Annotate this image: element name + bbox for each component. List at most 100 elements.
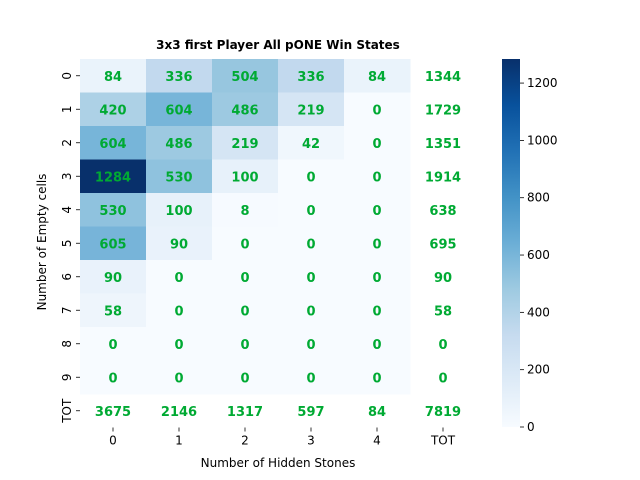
x-tick-label: 1: [175, 434, 183, 448]
y-tick-label: TOT: [60, 398, 74, 424]
colorbar: 0 200 400 600 800 1000 1200: [502, 59, 558, 434]
cell-value-label: 219: [231, 137, 258, 152]
heatmap-cell: [212, 59, 279, 93]
heatmap-cell: [80, 193, 147, 227]
y-axis-label: Number of Empty cells: [35, 174, 49, 311]
cell-value-label: 0: [306, 170, 315, 185]
y-tick-label: 7: [60, 306, 74, 314]
cell-value-label: 0: [372, 237, 381, 252]
cell-value-label: 0: [372, 204, 381, 219]
cell-value-label: 530: [165, 170, 192, 185]
cell-value-label: 90: [434, 271, 452, 286]
heatmap-cell: [278, 126, 345, 160]
x-axis: 0 1 2 3 4 TOT: [109, 427, 456, 448]
cell-value-label: 336: [297, 70, 324, 85]
x-axis-label: Number of Hidden Stones: [201, 456, 356, 470]
heatmap-cell: [146, 360, 213, 395]
heatmap-cell: [344, 159, 411, 194]
colorbar-tick-label: 0: [527, 420, 535, 434]
cell-value-label: 0: [372, 137, 381, 152]
cell-value-label: 0: [240, 237, 249, 252]
colorbar-tick-label: 600: [527, 248, 550, 262]
heatmap-cell: [344, 226, 411, 261]
heatmap-cell: [344, 92, 411, 127]
heatmap-cell: [278, 193, 345, 227]
cell-value-label: 0: [306, 338, 315, 353]
cell-value-label: 7819: [425, 405, 461, 420]
heatmap-cell: [278, 327, 345, 361]
cell-value-label: 0: [240, 304, 249, 319]
cell-value-label: 0: [306, 304, 315, 319]
cell-value-label: 0: [174, 271, 183, 286]
cell-value-label: 3675: [95, 405, 131, 420]
heatmap-cell: [80, 260, 147, 294]
heatmap-cell: [80, 92, 147, 127]
cell-value-label: 486: [231, 103, 258, 118]
heatmap-cell: [80, 293, 147, 328]
heatmap-cell: [278, 159, 345, 194]
heatmap-cell: [344, 360, 411, 395]
heatmap-cell: [212, 159, 279, 194]
x-tick-label: TOT: [430, 434, 456, 448]
cell-value-label: 0: [108, 338, 117, 353]
cell-value-label: 604: [99, 137, 126, 152]
cell-value-label: 58: [104, 304, 122, 319]
cell-value-label: 0: [372, 271, 381, 286]
heatmap-cell: [146, 260, 213, 294]
y-tick-label: 3: [60, 172, 74, 180]
heatmap-cell: [80, 327, 147, 361]
heatmap-cell: [212, 226, 279, 261]
y-tick-label: 4: [60, 206, 74, 214]
cell-value-label: 0: [306, 371, 315, 386]
heatmap-cells: [80, 59, 411, 395]
cell-value-label: 597: [297, 405, 324, 420]
y-tick-label: 9: [60, 373, 74, 381]
y-tick-label: 0: [60, 72, 74, 80]
heatmap-cell: [212, 327, 279, 361]
cell-value-label: 638: [429, 204, 456, 219]
heatmap-cell: [344, 59, 411, 93]
heatmap-cell: [278, 226, 345, 261]
heatmap-cell: [146, 293, 213, 328]
heatmap-cell: [344, 193, 411, 227]
cell-value-label: 504: [231, 70, 258, 85]
cell-value-label: 1344: [425, 70, 461, 85]
cell-value-label: 100: [165, 204, 192, 219]
cell-value-label: 8: [240, 204, 249, 219]
cell-value-label: 84: [104, 70, 122, 85]
cell-value-label: 0: [240, 371, 249, 386]
cell-value-label: 0: [306, 204, 315, 219]
cell-value-label: 604: [165, 103, 192, 118]
cell-value-label: 42: [302, 137, 320, 152]
y-tick-label: 2: [60, 139, 74, 147]
cell-value-label: 0: [174, 371, 183, 386]
colorbar-gradient: [502, 59, 520, 427]
heatmap-cell: [146, 59, 213, 93]
cell-value-label: 84: [368, 405, 386, 420]
cell-value-label: 2146: [161, 405, 197, 420]
heatmap-cell: [80, 360, 147, 395]
heatmap-cell: [146, 92, 213, 127]
cell-value-label: 695: [429, 237, 456, 252]
colorbar-tick-label: 800: [527, 191, 550, 205]
cell-value-label: 605: [99, 237, 126, 252]
heatmap-cell: [278, 260, 345, 294]
heatmap-cell: [146, 226, 213, 261]
y-axis: 0 1 2 3 4 5 6 7 8 9 TOT: [60, 72, 80, 424]
heatmap-cell: [212, 126, 279, 160]
cell-value-label: 58: [434, 304, 452, 319]
cell-value-label: 0: [372, 371, 381, 386]
y-tick-label: 8: [60, 340, 74, 348]
cell-value-label: 0: [240, 271, 249, 286]
y-tick-label: 6: [60, 273, 74, 281]
heatmap-cell: [146, 193, 213, 227]
cell-value-label: 0: [174, 338, 183, 353]
heatmap-cell: [278, 293, 345, 328]
colorbar-tick-label: 400: [527, 305, 550, 319]
heatmap-cell: [212, 293, 279, 328]
heatmap-cell: [80, 59, 147, 93]
heatmap-cell: [212, 193, 279, 227]
heatmap-cell: [344, 327, 411, 361]
